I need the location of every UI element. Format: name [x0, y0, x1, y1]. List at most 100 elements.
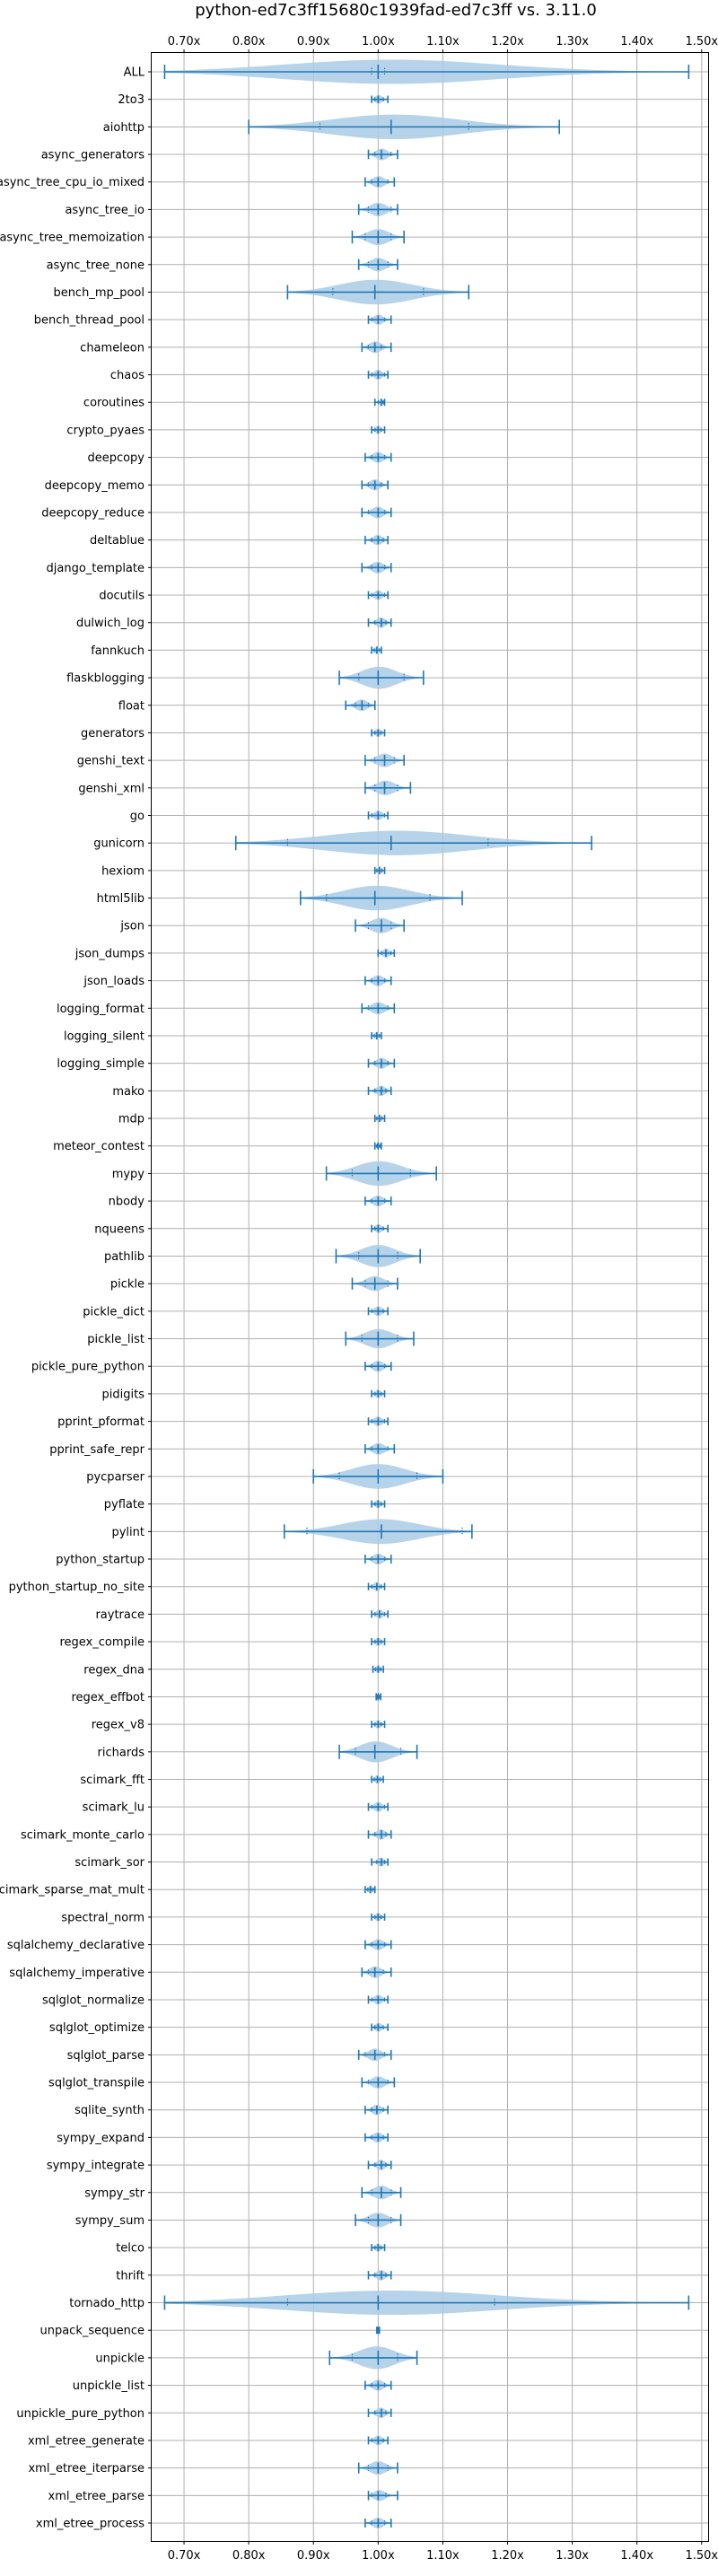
x-tick-label-bottom: 1.10x	[426, 2549, 460, 2563]
benchmark-label: coroutines	[83, 397, 144, 410]
benchmark-label: scimark_monte_carlo	[21, 1828, 144, 1842]
benchmark-label: json	[119, 920, 144, 933]
benchmark-label: pickle_pure_python	[31, 1361, 144, 1374]
x-tick-label-bottom: 0.90x	[297, 2549, 330, 2563]
benchmark-label: json_dumps	[74, 947, 144, 960]
benchmark-label: regex_v8	[92, 1719, 144, 1732]
benchmark-label: regex_effbot	[71, 1691, 144, 1704]
x-tick-label-bottom: 1.40x	[620, 2549, 653, 2563]
benchmark-label: nqueens	[94, 1222, 144, 1236]
benchmark-label: nbody	[109, 1196, 145, 1209]
benchmark-label: ALL	[124, 66, 145, 80]
x-tick-label-top: 1.00x	[362, 35, 395, 48]
chart-title: python-ed7c3ff15680c1939fad-ed7c3ff vs. …	[195, 1, 597, 20]
benchmark-label: thrift	[116, 2269, 144, 2282]
benchmark-label: pidigits	[102, 1388, 145, 1401]
benchmark-label: aiohttp	[103, 121, 144, 135]
benchmark-label: chameleon	[80, 341, 144, 355]
benchmark-label: pickle_dict	[83, 1305, 144, 1319]
x-tick-label-top: 0.70x	[168, 35, 201, 48]
x-tick-label-top: 0.80x	[232, 35, 266, 48]
benchmark-label: 2to3	[118, 93, 144, 107]
benchmark-label: hexiom	[101, 864, 144, 878]
benchmark-label: python_startup	[56, 1554, 144, 1567]
benchmark-label: mdp	[118, 1113, 144, 1126]
benchmark-label: sqlglot_transpile	[48, 2077, 144, 2090]
benchmark-label: genshi_text	[77, 755, 144, 768]
benchmark-label: pickle_list	[87, 1333, 144, 1346]
benchmark-label: unpickle	[95, 2352, 144, 2365]
benchmark-label: deepcopy	[87, 451, 144, 465]
x-tick-label-top: 1.30x	[556, 35, 589, 48]
benchmark-label: pickle	[110, 1278, 144, 1292]
benchmark-label: unpickle_pure_python	[16, 2407, 144, 2421]
benchmark-label: sqlalchemy_declarative	[7, 1939, 144, 1952]
benchmark-label: async_tree_memoization	[0, 232, 144, 245]
x-tick-label-top: 1.50x	[685, 35, 718, 48]
benchmark-label: chaos	[110, 369, 144, 382]
label-layer: ALL 2to3 aiohttp async_generators async_tree…	[0, 66, 145, 2531]
grid-layer	[152, 53, 708, 2541]
benchmark-label: deepcopy_reduce	[41, 506, 144, 520]
benchmark-label: mypy	[112, 1168, 145, 1181]
benchmark-label: pycparser	[86, 1470, 144, 1484]
benchmark-label: scimark_fft	[80, 1774, 144, 1787]
benchmark-label: sqlite_synth	[74, 2104, 144, 2117]
benchmark-label: scimark_sor	[74, 1856, 144, 1870]
benchmark-label: sympy_sum	[75, 2214, 144, 2228]
benchmark-label: gunicorn	[93, 837, 144, 851]
benchmark-label: json_loads	[83, 975, 144, 988]
benchmark-label: logging_simple	[57, 1057, 144, 1071]
x-tick-label-bottom: 1.00x	[362, 2549, 395, 2563]
benchmark-label: tornado_http	[69, 2297, 144, 2310]
benchmark-label: logging_format	[57, 1003, 144, 1016]
benchmark-label: mako	[112, 1085, 144, 1099]
benchmark-label: xml_etree_process	[36, 2518, 144, 2531]
x-tick-label-top: 0.90x	[297, 35, 330, 48]
x-tick-label-bottom: 0.70x	[168, 2549, 201, 2563]
benchmark-label: docutils	[99, 590, 144, 603]
benchmark-label: sqlglot_normalize	[42, 1993, 144, 2007]
benchmark-label: telco	[116, 2242, 144, 2256]
benchmark-label: xml_etree_parse	[48, 2490, 144, 2503]
benchmark-label: sympy_str	[84, 2186, 144, 2200]
benchmark-label: raytrace	[95, 1608, 144, 1622]
benchmark-label: xml_etree_iterparse	[28, 2462, 144, 2475]
benchmark-label: unpickle_list	[73, 2379, 144, 2393]
x-tick-label-bottom: 1.20x	[491, 2549, 524, 2563]
benchmark-label: flaskblogging	[66, 672, 144, 686]
benchmark-label: sqlglot_optimize	[49, 2021, 144, 2035]
benchmark-label: sympy_integrate	[47, 2160, 144, 2173]
benchmark-label: sqlglot_parse	[67, 2049, 144, 2063]
benchmark-label: deltablue	[90, 534, 144, 548]
benchmark-label: html5lib	[97, 892, 144, 906]
benchmark-label: richards	[98, 1746, 145, 1759]
benchmark-label: pylint	[111, 1526, 144, 1539]
benchmark-label: generators	[81, 727, 144, 740]
benchmark-label: fannkuch	[91, 644, 144, 658]
benchmark-label: sympy_expand	[57, 2132, 144, 2145]
x-tick-label-bottom: 0.80x	[232, 2549, 266, 2563]
benchmark-label: scimark_lu	[83, 1801, 144, 1815]
benchmark-label: xml_etree_generate	[28, 2434, 144, 2448]
x-tick-label-bottom: 1.50x	[685, 2549, 718, 2563]
x-tick-label-top: 1.20x	[491, 35, 524, 48]
benchmark-label: scimark_sparse_mat_mult	[0, 1884, 144, 1897]
benchmark-label: bench_thread_pool	[34, 314, 144, 328]
benchmark-label: go	[130, 810, 144, 823]
benchmark-label: async_tree_io	[65, 204, 144, 217]
benchmark-label: pyflate	[104, 1498, 144, 1511]
benchmark-label: logging_silent	[64, 1030, 144, 1043]
benchmark-label: dulwich_log	[76, 617, 144, 630]
x-tick-label-top: 1.10x	[426, 35, 460, 48]
benchmark-label: regex_compile	[59, 1636, 144, 1650]
benchmark-label: unpack_sequence	[39, 2325, 144, 2338]
x-tick-label-top: 1.40x	[620, 35, 653, 48]
benchmark-label: spectral_norm	[61, 1911, 144, 1924]
benchmark-label: meteor_contest	[53, 1140, 144, 1153]
benchmark-label: async_generators	[41, 149, 145, 162]
benchmark-label: pprint_safe_repr	[49, 1443, 144, 1457]
benchmark-label: pathlib	[104, 1250, 144, 1264]
